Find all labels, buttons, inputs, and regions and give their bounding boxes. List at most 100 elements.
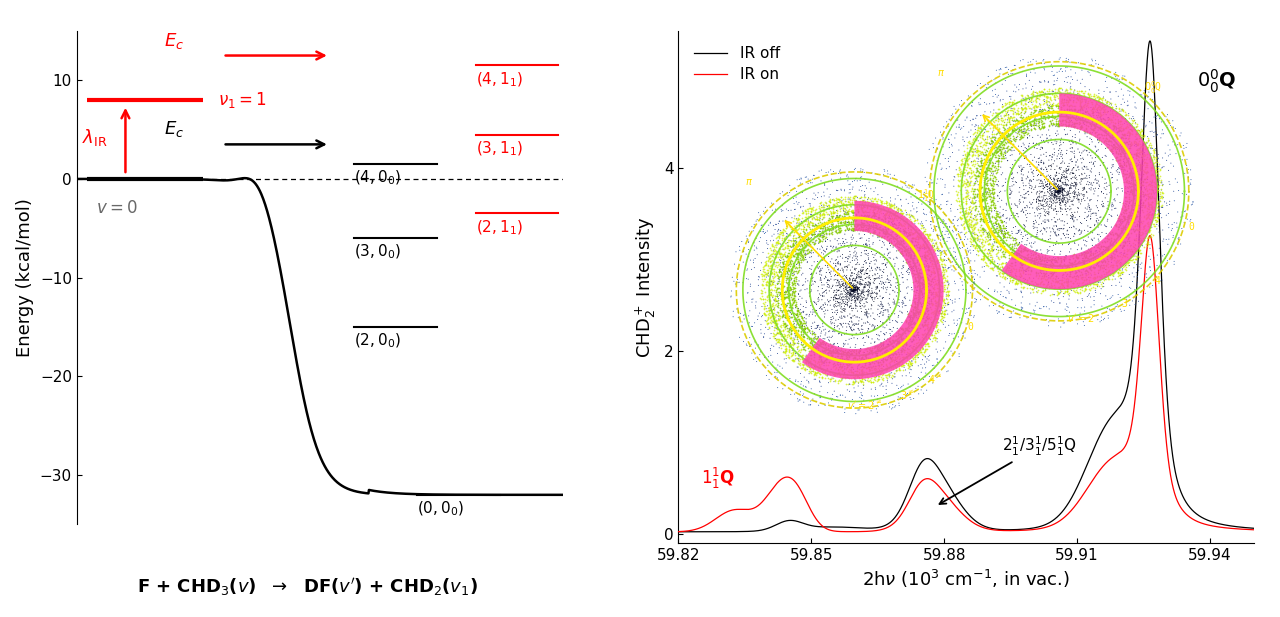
Point	[1047, 187, 1068, 197]
Point	[966, 191, 987, 201]
Point	[973, 251, 993, 260]
Point	[1114, 125, 1134, 135]
Point	[806, 342, 827, 352]
Point	[904, 241, 924, 251]
Point	[1023, 96, 1043, 106]
Point	[899, 317, 919, 327]
Point	[882, 205, 902, 215]
Point	[931, 247, 951, 257]
Point	[1012, 124, 1033, 134]
Point	[873, 224, 893, 234]
Point	[1124, 192, 1144, 202]
Point	[771, 204, 791, 214]
Point	[1052, 194, 1073, 204]
Point	[859, 222, 879, 232]
Point	[908, 276, 928, 286]
Point	[859, 261, 879, 271]
Point	[1006, 135, 1027, 144]
Point	[922, 361, 942, 371]
Point	[1085, 98, 1106, 108]
Point	[773, 240, 794, 250]
Point	[891, 243, 911, 253]
Point	[809, 295, 829, 305]
Point	[844, 284, 864, 294]
Point	[1128, 235, 1148, 245]
Point	[955, 178, 975, 188]
Point	[1024, 102, 1044, 112]
Point	[1135, 228, 1156, 238]
Point	[995, 233, 1015, 242]
Point	[828, 367, 849, 377]
Point	[842, 283, 863, 293]
Point	[1048, 168, 1069, 178]
Point	[1110, 240, 1130, 250]
Point	[1151, 184, 1171, 194]
Point	[1139, 215, 1160, 225]
Point	[896, 245, 916, 255]
Point	[983, 223, 1004, 233]
Point	[988, 220, 1009, 230]
Point	[1042, 115, 1062, 125]
Point	[970, 254, 991, 264]
Point	[864, 288, 884, 297]
Point	[955, 153, 975, 163]
Point	[891, 346, 911, 355]
Point	[815, 347, 836, 357]
Point	[803, 364, 823, 374]
Point	[963, 225, 983, 235]
Point	[817, 347, 837, 357]
Point	[754, 267, 774, 276]
Point	[851, 368, 872, 378]
Point	[1088, 215, 1108, 225]
Point	[826, 199, 846, 209]
Point	[913, 302, 933, 312]
Point	[960, 197, 980, 207]
Point	[1032, 178, 1052, 188]
Point	[763, 263, 783, 273]
Point	[1097, 143, 1117, 152]
Point	[877, 224, 897, 234]
Point	[831, 373, 851, 383]
Point	[786, 276, 806, 286]
Point	[914, 262, 934, 271]
Point	[852, 204, 873, 213]
Point	[876, 359, 896, 369]
Point	[867, 291, 887, 301]
Point	[815, 198, 836, 208]
Point	[1064, 228, 1084, 238]
Point	[1083, 228, 1103, 238]
Point	[1120, 128, 1140, 138]
Point	[840, 313, 860, 323]
Point	[884, 209, 905, 218]
Point	[884, 372, 905, 382]
Point	[920, 315, 941, 325]
Point	[774, 311, 795, 321]
Point	[878, 334, 899, 344]
Point	[1149, 165, 1170, 175]
Point	[954, 141, 974, 151]
Point	[776, 305, 796, 315]
Point	[855, 274, 876, 284]
Point	[934, 239, 955, 249]
Point	[1042, 276, 1062, 286]
Point	[855, 222, 876, 232]
Point	[845, 274, 865, 284]
Point	[1020, 181, 1041, 191]
Point	[906, 194, 927, 204]
Point	[758, 255, 778, 265]
Point	[1107, 123, 1128, 133]
Point	[1065, 255, 1085, 265]
Point	[1042, 100, 1062, 110]
Point	[1019, 160, 1039, 170]
Point	[1133, 228, 1153, 238]
Point	[892, 329, 913, 339]
Point	[1080, 247, 1101, 257]
Point	[1087, 230, 1107, 239]
Point	[946, 165, 966, 175]
Point	[989, 267, 1010, 276]
Point	[988, 133, 1009, 143]
Point	[1059, 239, 1079, 249]
Point	[858, 207, 878, 217]
Point	[980, 202, 1001, 212]
Point	[1032, 157, 1052, 167]
